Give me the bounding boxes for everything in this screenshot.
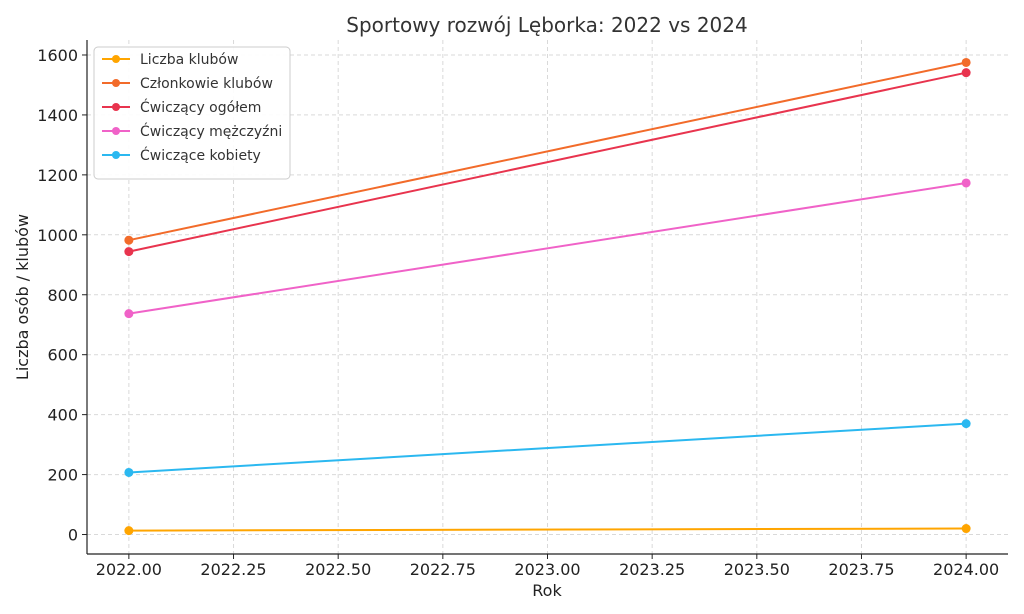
y-tick-label: 1200 [37, 166, 78, 185]
x-tick-label: 2023.50 [724, 560, 790, 579]
data-point [124, 526, 134, 536]
x-tick-label: 2022.75 [410, 560, 476, 579]
legend-label: Członkowie klubów [140, 76, 273, 92]
legend-label: Ćwiczący mężczyźni [140, 122, 282, 140]
data-point [124, 467, 134, 477]
series-1 [124, 57, 971, 245]
series-4 [124, 419, 971, 477]
data-point [124, 247, 134, 257]
y-tick-label: 800 [47, 286, 78, 305]
series-0 [124, 524, 971, 536]
legend-item: Ćwiczący mężczyźni [102, 122, 282, 140]
legend: Liczba klubów Członkowie klubów Ćwiczący o… [93, 46, 291, 180]
legend-item: Ćwiczący ogółem [102, 98, 261, 116]
x-tick-label: 2023.25 [619, 560, 685, 579]
legend-label: Ćwiczący ogółem [140, 98, 261, 116]
y-tick-label: 0 [68, 526, 78, 545]
legend-swatch-marker [112, 127, 120, 135]
series-line [128, 422, 967, 474]
series-lines [124, 57, 971, 536]
legend-item: Ćwiczące kobiety [102, 146, 261, 164]
series-3 [124, 178, 971, 319]
legend-swatch-marker [112, 151, 120, 159]
x-tick-label: 2022.25 [200, 560, 266, 579]
data-point [961, 524, 971, 534]
data-point [961, 419, 971, 429]
y-tick-label: 1400 [37, 106, 78, 125]
legend-swatch-marker [112, 79, 120, 87]
x-tick-label: 2023.75 [828, 560, 894, 579]
x-tick-label: 2023.00 [514, 560, 580, 579]
axes: 2022.00 2022.25 2022.50 2022.75 2023.00 2023.… [37, 40, 1008, 579]
series-line [128, 527, 967, 532]
series-2 [124, 68, 971, 257]
data-point [124, 235, 134, 245]
legend-swatch-marker [112, 55, 120, 63]
data-point [124, 309, 134, 319]
data-point [961, 57, 971, 67]
y-tick-label: 1600 [37, 46, 78, 65]
chart-title: Sportowy rozwój Lęborka: 2022 vs 2024 [346, 13, 747, 37]
legend-item: Członkowie klubów [102, 76, 273, 92]
legend-item: Liczba klubów [102, 52, 238, 68]
x-tick-label: 2022.50 [305, 560, 371, 579]
data-point [961, 68, 971, 78]
x-axis-label: Rok [532, 581, 562, 600]
legend-label: Ćwiczące kobiety [140, 146, 261, 164]
y-tick-label: 400 [47, 406, 78, 425]
legend-label: Liczba klubów [140, 52, 238, 68]
legend-box [93, 46, 291, 180]
series-line [128, 71, 967, 253]
data-point [961, 178, 971, 188]
x-tick-label: 2024.00 [933, 560, 999, 579]
x-tick-label: 2022.00 [96, 560, 162, 579]
y-tick-label: 1000 [37, 226, 78, 245]
legend-swatch-marker [112, 103, 120, 111]
y-tick-label: 600 [47, 346, 78, 365]
series-line [128, 61, 967, 242]
y-tick-label: 200 [47, 466, 78, 485]
y-axis-label: Liczba osób / klubów [13, 214, 32, 380]
series-line [128, 181, 967, 315]
